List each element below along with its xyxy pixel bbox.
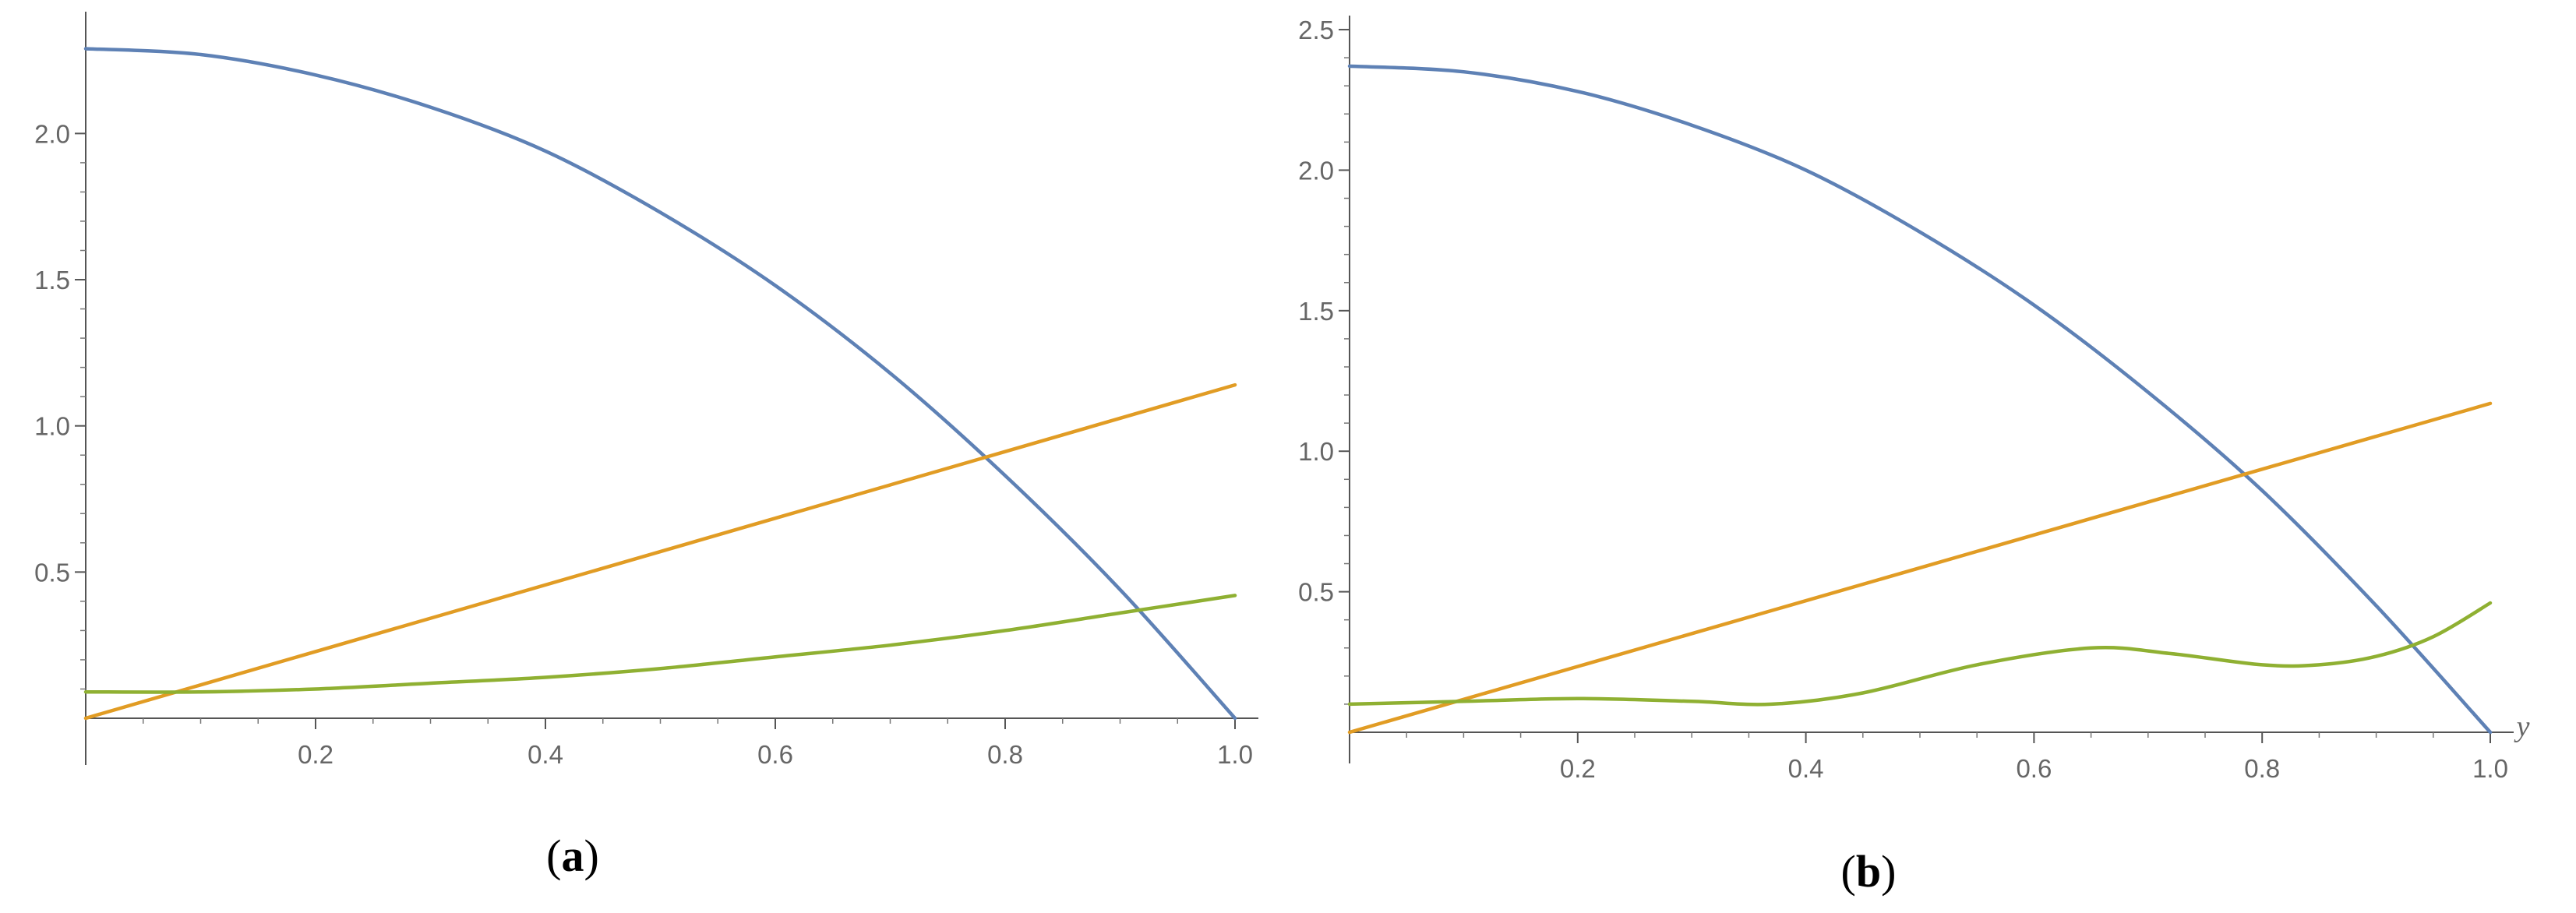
x-tick-label: 0.4 — [1788, 754, 1824, 783]
series-line-3 — [1347, 601, 2493, 707]
y-tick-label: 1.0 — [34, 412, 70, 441]
x-tick-label: 1.0 — [2472, 754, 2508, 783]
series-line-1 — [1347, 64, 2493, 735]
panel-caption: (a) — [546, 830, 599, 881]
y-tick-label: 1.5 — [1298, 297, 1334, 326]
x-tick-label: 1.0 — [1217, 740, 1253, 769]
caption-close-paren: ) — [584, 830, 599, 881]
y-tick-label: 0.5 — [1298, 578, 1334, 607]
x-tick-label: 0.6 — [2016, 754, 2052, 783]
caption-letter: a — [562, 830, 584, 881]
series-line-3 — [83, 594, 1237, 694]
series-line-2 — [83, 382, 1237, 721]
x-tick-label: 0.2 — [298, 740, 333, 769]
y-tick-label: 1.0 — [1298, 437, 1334, 466]
y-tick-label: 0.5 — [34, 558, 70, 587]
series-line-2 — [1347, 401, 2493, 735]
y-tick-label: 2.0 — [1298, 156, 1334, 185]
x-tick-label: 0.2 — [1560, 754, 1596, 783]
caption-letter: b — [1856, 846, 1881, 897]
y-tick-label: 2.5 — [1298, 16, 1334, 44]
chart-panel-a: 0.2 0.4 0.6 0.8 1.0 0.5 1.0 1.5 2.0 (a) — [34, 12, 1258, 881]
series-line-1 — [83, 47, 1237, 721]
x-tick-label: 0.4 — [528, 740, 563, 769]
caption-close-paren: ) — [1881, 846, 1896, 897]
caption-open-paren: ( — [546, 830, 561, 881]
x-axis-label: y — [2514, 710, 2530, 743]
y-tick-label: 2.0 — [34, 119, 70, 148]
x-tick-label: 0.6 — [757, 740, 793, 769]
y-tick-label: 1.5 — [34, 266, 70, 294]
panel-caption: (b) — [1841, 846, 1897, 897]
chart-panel-b: 0.2 0.4 0.6 0.8 1.0 0.5 1.0 1.5 2.0 2.5 y (b) — [1298, 16, 2530, 897]
x-tick-label: 0.8 — [2244, 754, 2280, 783]
x-tick-label: 0.8 — [987, 740, 1023, 769]
caption-open-paren: ( — [1841, 846, 1856, 897]
